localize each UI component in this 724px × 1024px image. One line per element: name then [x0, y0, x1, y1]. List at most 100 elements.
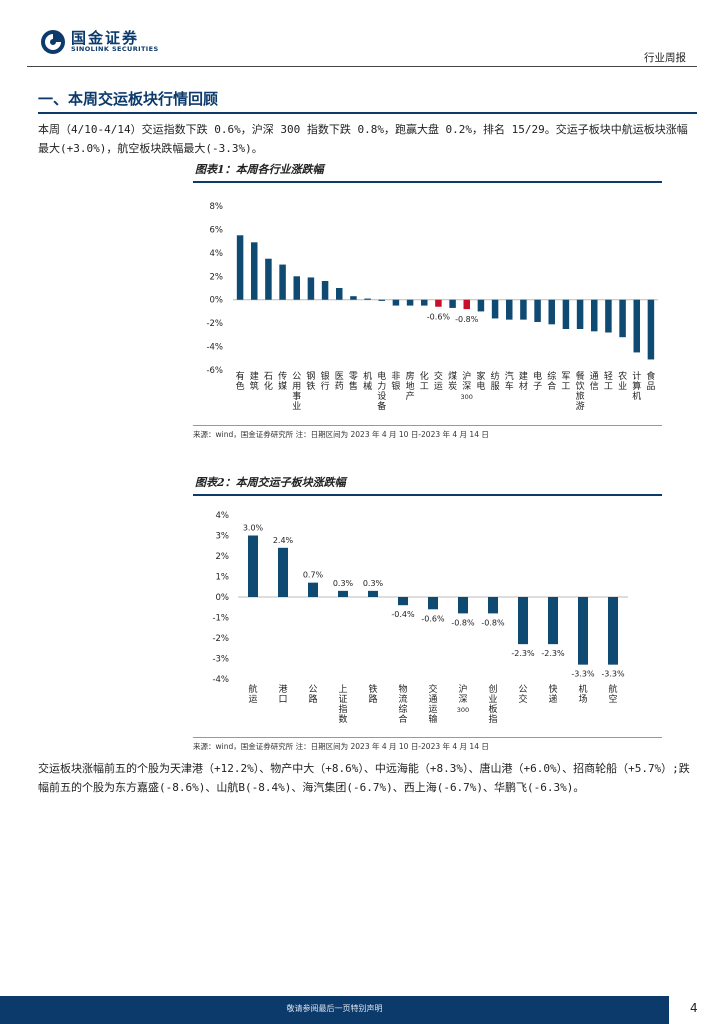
footer-disclaimer: 敬请参阅最后一页特别声明: [286, 1004, 383, 1013]
bar-铁路: [368, 590, 378, 597]
category-label-港口: 港口: [278, 683, 287, 705]
page-number: 4: [690, 1001, 698, 1015]
company-name-cn: 国金证券: [71, 29, 140, 47]
y-tick-label: -3%: [212, 655, 229, 665]
data-label-沪深300: -0.8%: [455, 315, 479, 324]
category-label-纺服: 纺服: [491, 370, 500, 392]
data-label-创业板指: -0.8%: [481, 618, 505, 627]
y-tick-label: 2%: [210, 272, 224, 282]
bar-房地产: [406, 299, 414, 306]
bar-非银: [392, 299, 400, 306]
bar-轻工: [605, 299, 612, 333]
company-name-en: SINOLINK SECURITIES: [71, 45, 159, 53]
bar-公交: [518, 597, 528, 645]
category-label-公用事业: 公用事业: [292, 371, 301, 412]
figure1-title: 图表1：本周各行业涨跌幅: [195, 163, 324, 176]
data-label-航空: -3.3%: [601, 670, 625, 679]
bar-化工: [421, 299, 428, 306]
data-label-物流综合: -0.4%: [391, 610, 415, 619]
bar-煤炭: [449, 299, 456, 308]
bar-电力设备: [378, 299, 385, 301]
bar-食品: [647, 299, 655, 360]
y-tick-label: 0%: [210, 296, 224, 306]
y-tick-label: 2%: [216, 552, 230, 562]
category-label-电力设备: 电力设备: [377, 370, 386, 412]
figure2-title-rule: [193, 494, 662, 496]
bar-纺服: [491, 299, 499, 319]
category-label-钢铁: 钢铁: [306, 370, 315, 392]
bar-机场: [578, 597, 588, 665]
bar-公路: [308, 582, 318, 597]
category-label-军工: 军工: [561, 371, 570, 392]
category-label-有色: 有色: [236, 370, 245, 392]
bar-建材: [520, 299, 527, 320]
y-tick-label: 3%: [216, 532, 230, 542]
y-tick-label: -2%: [206, 319, 223, 329]
y-tick-label: 0%: [216, 593, 230, 603]
bar-沪深300: [463, 299, 470, 310]
y-tick-label: 8%: [210, 202, 224, 212]
bar-沪深300: [458, 597, 468, 614]
bar-综合: [548, 299, 555, 325]
y-tick-label: 4%: [210, 249, 224, 259]
category-label-航空: 航空: [608, 683, 617, 705]
bar-医药: [336, 288, 343, 300]
bar-银行: [321, 280, 329, 300]
bar-餐饮旅游: [576, 299, 584, 329]
category-label-餐饮旅游: 餐饮旅游: [576, 370, 585, 412]
category-label-机械: 机械: [363, 370, 372, 392]
section-divider: [38, 112, 697, 114]
bar-机械: [364, 298, 371, 300]
category-label-计算机: 计算机: [632, 370, 641, 402]
category-label-创业板指: 创业板指: [488, 683, 497, 725]
category-label-非银: 非银: [391, 370, 400, 392]
industry-returns-chart: 8% 6% 4% 2% 0% -2% -4% -6% 有色建筑石化传媒公用事业钢铁银行医药零售机…: [206, 202, 658, 412]
category-label-物流综合: 物流综合: [398, 683, 407, 725]
bar-通信: [591, 299, 598, 332]
category-label-银行: 银行: [321, 370, 330, 392]
category-label-化工: 化工: [420, 370, 429, 392]
transport-subsector-chart: 4% 3% 2% 1% 0% -1% -2% -3% -4% 3.0% 航运 2.4% 港口 0.7% 公路…: [212, 511, 628, 725]
sinolink-logo-icon: [41, 30, 65, 54]
section-title: 一、本周交运板块行情回顾: [38, 90, 219, 108]
data-label-沪深300: -0.8%: [451, 618, 475, 627]
category-label-交通运输: 交通运输: [428, 683, 437, 725]
y-tick-label: 1%: [216, 573, 230, 583]
category-label-综合: 综合: [547, 370, 556, 392]
data-label-交通运输: -0.6%: [421, 614, 445, 623]
y-tick-label: -6%: [206, 366, 223, 376]
data-label-航运: 3.0%: [243, 524, 264, 533]
bar-建筑: [251, 242, 258, 300]
bar-有色: [236, 235, 244, 300]
y-tick-label: -2%: [212, 634, 229, 644]
intro-paragraph: 本周（4/10-4/14）交运指数下跌 0.6%，沪深 300 指数下跌 0.8…: [38, 123, 688, 155]
bar-物流综合: [398, 597, 408, 606]
y-tick-label: -1%: [212, 614, 229, 624]
y-tick-label: 6%: [210, 225, 224, 235]
category-label-上证指数: 上证指数: [338, 684, 347, 725]
category-label-轻工: 轻工: [604, 370, 613, 392]
y-tick-label: 4%: [216, 511, 230, 521]
figure1-title-rule: [193, 181, 662, 183]
bar-电子: [534, 299, 541, 322]
category-label-沪深300: 沪深 300: [457, 683, 469, 714]
category-label-公路: 公路: [308, 684, 317, 705]
figure2-title: 图表2：本周交运子板块涨跌幅: [195, 476, 346, 489]
figure2-source-rule: [193, 737, 662, 738]
category-label-航运: 航运: [248, 683, 257, 705]
bar-港口: [278, 547, 288, 597]
category-label-电子: 电子: [533, 370, 542, 392]
bar-军工: [562, 299, 570, 329]
y-tick-label: -4%: [206, 343, 223, 353]
top-stocks-paragraph: 交运板块涨幅前五的个股为天津港（+12.2%）、物产中大（+8.6%）、中远海能…: [38, 762, 690, 794]
data-label-交运: -0.6%: [427, 313, 451, 322]
figure1-source-rule: [193, 425, 662, 426]
bar-上证指数: [338, 590, 348, 597]
data-label-公交: -2.3%: [511, 649, 535, 658]
bar-钢铁: [307, 277, 315, 300]
category-label-家电: 家电: [476, 370, 485, 392]
category-label-公交: 公交: [518, 684, 527, 705]
category-label-建筑: 建筑: [250, 370, 259, 392]
bar-计算机: [633, 299, 640, 353]
bar-快递: [548, 597, 558, 645]
